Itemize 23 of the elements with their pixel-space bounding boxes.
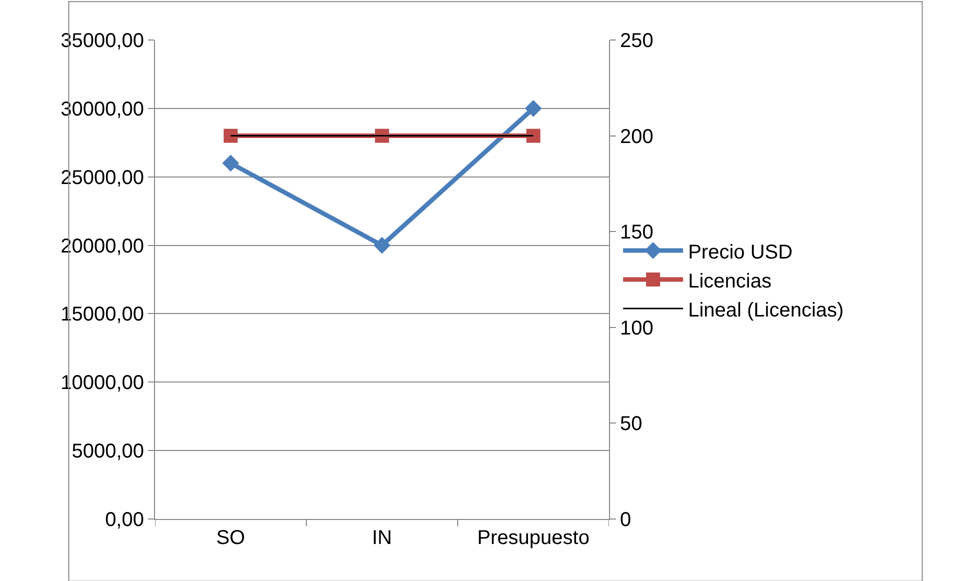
- y2-tick-label: 250: [620, 30, 654, 52]
- point: [222, 154, 240, 172]
- y-tick-label: 20000,00: [60, 235, 144, 258]
- point: [374, 236, 390, 254]
- y-tick-label: 5000,00: [72, 440, 144, 463]
- x-tick-label: SO: [216, 527, 246, 549]
- y-tick-label: 35000,00: [60, 30, 144, 52]
- y2-tick-label: 0: [620, 509, 632, 531]
- y2-tick-label: 100: [620, 317, 654, 340]
- x-tick-label: IN: [372, 527, 392, 549]
- legend-label: Precio USD: [688, 241, 793, 264]
- point: [524, 100, 542, 117]
- y-tick-label: 25000,00: [60, 166, 144, 189]
- y-tick-label: 30000,00: [60, 98, 144, 120]
- y2-tick-label: 200: [620, 126, 654, 148]
- x-tick-label: Presupuesto: [477, 527, 590, 549]
- y-tick-label: 0,00: [105, 509, 144, 531]
- legend-label: Licencias: [688, 270, 772, 292]
- y-tick-label: 15000,00: [60, 304, 144, 326]
- y2-tick-label: 150: [620, 222, 654, 244]
- y-tick-label: 10000,00: [60, 372, 144, 394]
- y2-tick-label: 50: [620, 413, 642, 436]
- legend-label: Lineal (Licencias): [688, 299, 844, 322]
